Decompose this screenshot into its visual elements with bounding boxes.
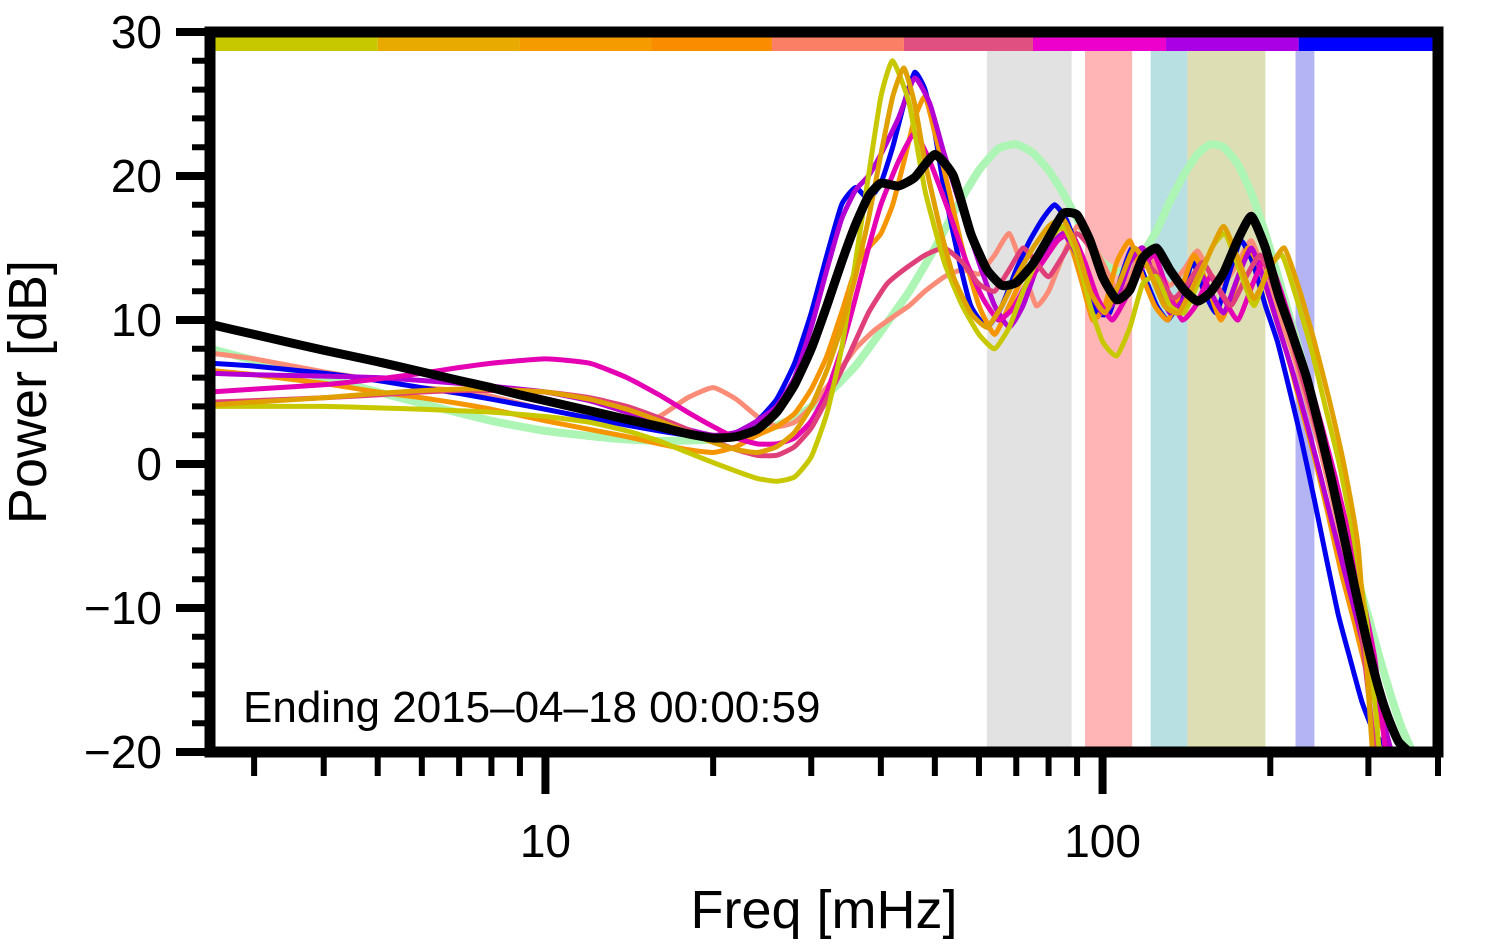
y-tick-label: 10 xyxy=(111,294,162,346)
series-curve-gold xyxy=(210,65,1375,752)
series-curve-crimson xyxy=(210,231,1378,752)
colorbar-segment-3 xyxy=(651,37,772,51)
band-pink xyxy=(1085,32,1133,752)
axes-frame xyxy=(204,26,1444,758)
x-tick-label: 10 xyxy=(520,815,571,867)
y-axis-label: Power [dB] xyxy=(0,260,58,524)
y-tick-label: 0 xyxy=(136,438,162,490)
x-tick-label: 100 xyxy=(1064,815,1141,867)
y-tick-label: 30 xyxy=(111,6,162,58)
colorbar-segment-2 xyxy=(519,37,652,51)
colorbar-segment-0 xyxy=(210,37,378,51)
series-curve-olive xyxy=(210,58,1382,752)
colorbar-segment-4 xyxy=(771,37,904,51)
band-gray xyxy=(986,32,1072,752)
y-tick-label: −10 xyxy=(84,582,162,634)
band-olive xyxy=(1187,32,1266,752)
plot-frame xyxy=(204,26,1444,758)
annotation-ending-timestamp: Ending 2015‒04‒18 00:00:59 xyxy=(243,683,820,732)
shaded-bands xyxy=(986,32,1315,752)
x-axis-label: Freq [mHz] xyxy=(690,880,957,940)
colorbar-segment-7 xyxy=(1166,37,1299,51)
colorbar-segment-5 xyxy=(903,37,1033,51)
series-mean-black xyxy=(210,149,1414,752)
top-colorbar xyxy=(210,37,1438,51)
colorbar-segment-8 xyxy=(1298,37,1438,51)
y-tick-label: −20 xyxy=(84,726,162,778)
axis-ticks xyxy=(176,28,1441,794)
colorbar-segment-6 xyxy=(1032,37,1167,51)
band-cyan xyxy=(1150,32,1188,752)
colorbar-segment-1 xyxy=(377,37,520,51)
y-tick-label: 20 xyxy=(111,150,162,202)
series-curves xyxy=(210,58,1417,752)
